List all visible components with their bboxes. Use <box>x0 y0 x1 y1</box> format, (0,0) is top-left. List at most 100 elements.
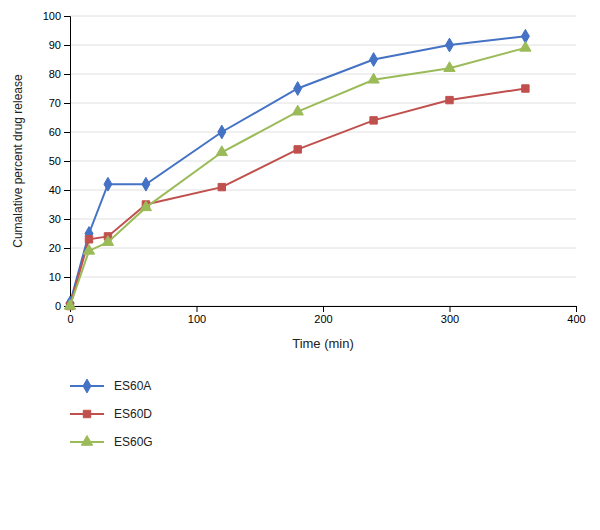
series <box>64 41 531 309</box>
tick-label: 50 <box>49 155 61 167</box>
tick-mark <box>64 190 70 191</box>
point <box>64 299 75 309</box>
tick-mark <box>64 45 70 46</box>
tick: 80 <box>49 68 70 80</box>
point <box>522 85 529 92</box>
y-axis: 0 10 20 30 40 50 60 70 80 90 100 <box>43 10 71 312</box>
grid-line <box>70 74 576 75</box>
tick-label: 10 <box>49 271 61 283</box>
grid-line <box>70 219 576 220</box>
tick-mark <box>64 161 70 162</box>
grid-line <box>70 16 576 17</box>
point <box>446 38 454 52</box>
point <box>216 146 227 156</box>
grid-line <box>70 248 576 249</box>
tick: 50 <box>49 155 70 167</box>
point <box>140 201 151 211</box>
tick-label: 70 <box>49 97 61 109</box>
series <box>66 85 529 310</box>
tick-label: 0 <box>67 313 73 325</box>
point <box>218 183 225 190</box>
grid-line <box>70 45 576 46</box>
x-axis: 0 100 200 300 400 <box>67 306 585 325</box>
series <box>66 29 529 310</box>
point <box>85 236 92 243</box>
tick: 20 <box>49 242 70 254</box>
legend-label: ES60A <box>114 379 151 393</box>
legend-item: ES60G <box>70 435 153 449</box>
point <box>370 53 378 67</box>
tick: 400 <box>567 306 585 325</box>
series-line <box>70 36 525 303</box>
plot: 0 100 200 300 400 0 10 20 30 40 50 60 70 80 90 100 <box>43 10 586 325</box>
grid-line <box>70 277 576 278</box>
tick-mark <box>64 74 70 75</box>
legend: ES60A ES60D ES60G <box>70 379 153 449</box>
tick-label: 40 <box>49 184 61 196</box>
point <box>446 96 453 103</box>
tick-label: 0 <box>55 300 61 312</box>
tick-mark <box>64 219 70 220</box>
chart: 0 100 200 300 400 0 10 20 30 40 50 60 70 80 90 100 Time … <box>0 0 600 530</box>
legend-label: ES60G <box>114 435 153 449</box>
series-line <box>70 89 525 307</box>
point <box>292 105 303 115</box>
tick-label: 400 <box>567 313 585 325</box>
tick-label: 90 <box>49 39 61 51</box>
tick-mark <box>323 306 324 312</box>
grid <box>70 16 576 306</box>
legend-item: ES60A <box>70 379 151 393</box>
marks <box>64 29 531 310</box>
tick-label: 100 <box>188 313 206 325</box>
tick: 70 <box>49 97 70 109</box>
point <box>444 62 455 72</box>
point <box>104 177 112 191</box>
tick: 10 <box>49 271 70 283</box>
point <box>294 146 301 153</box>
axis-line <box>64 17 71 307</box>
tick: 60 <box>49 126 70 138</box>
grid-line <box>70 103 576 104</box>
point <box>218 125 226 139</box>
tick-label: 30 <box>49 213 61 225</box>
tick-label: 60 <box>49 126 61 138</box>
point <box>370 117 377 124</box>
grid-line <box>70 132 576 133</box>
point <box>83 244 94 254</box>
legend-swatch-marker <box>81 435 92 445</box>
tick: 90 <box>49 39 70 51</box>
axis-line <box>71 307 577 313</box>
tick-mark <box>197 306 198 312</box>
tick-mark <box>64 277 70 278</box>
tick: 100 <box>43 10 70 22</box>
tick-mark <box>64 248 70 249</box>
legend-item: ES60D <box>70 407 152 421</box>
tick-mark <box>64 103 70 104</box>
tick-mark <box>450 306 451 312</box>
tick-label: 80 <box>49 68 61 80</box>
point <box>294 82 302 96</box>
point <box>520 41 531 51</box>
point <box>102 236 113 246</box>
tick-label: 20 <box>49 242 61 254</box>
tick-label: 300 <box>441 313 459 325</box>
tick-label: 100 <box>43 10 61 22</box>
y-axis-title: Cumalative percent drug release <box>11 74 25 248</box>
tick: 30 <box>49 213 70 225</box>
tick: 100 <box>188 306 206 325</box>
series-line <box>70 48 525 306</box>
grid-line <box>70 161 576 162</box>
x-axis-title: Time (min) <box>292 336 354 351</box>
legend-swatch-marker <box>83 379 91 393</box>
tick-label: 200 <box>314 313 332 325</box>
tick-mark <box>64 132 70 133</box>
tick: 40 <box>49 184 70 196</box>
tick: 300 <box>441 306 459 325</box>
point <box>142 177 150 191</box>
tick: 200 <box>314 306 332 325</box>
tick-mark <box>64 16 70 17</box>
legend-label: ES60D <box>114 407 152 421</box>
tick-mark <box>576 306 577 312</box>
legend-swatch-marker <box>83 410 90 417</box>
point <box>368 73 379 83</box>
